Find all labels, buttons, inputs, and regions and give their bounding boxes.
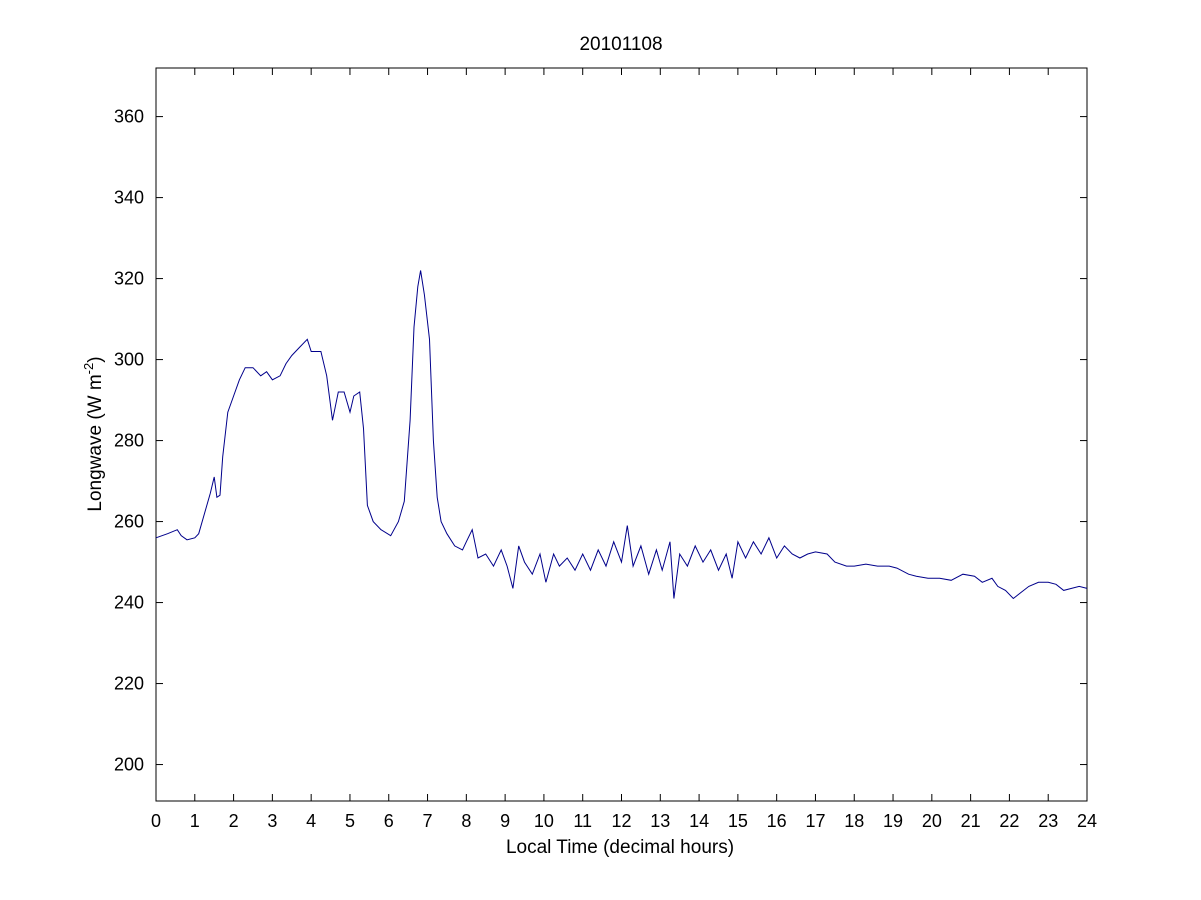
x-tick-label: 13	[650, 811, 670, 831]
y-tick-label: 240	[114, 593, 144, 613]
x-tick-label: 6	[384, 811, 394, 831]
x-tick-label: 11	[573, 811, 592, 831]
x-tick-label: 19	[883, 811, 903, 831]
y-axis-label-superscript: -2	[81, 363, 96, 375]
x-tick-label: 4	[306, 811, 316, 831]
y-tick-label: 280	[114, 431, 144, 451]
x-tick-label: 22	[999, 811, 1019, 831]
x-axis: 0 1 2 3 4 5 6 7 8 9 10 11 12 13 14 15 16 17 18 19 20 21 22 23 24	[151, 68, 1097, 831]
x-tick-label: 12	[611, 811, 631, 831]
y-tick-label: 340	[114, 188, 144, 208]
x-tick-label: 14	[689, 811, 709, 831]
x-tick-label: 10	[534, 811, 554, 831]
chart-title: 20101108	[579, 34, 662, 55]
longwave-series-line	[155, 270, 1088, 600]
x-tick-label: 1	[190, 811, 200, 831]
x-axis-label: Local Time (decimal hours)	[506, 837, 734, 858]
y-axis-label-main: Longwave (W m	[85, 374, 106, 511]
x-tick-label: 21	[961, 811, 981, 831]
y-tick-label: 360	[114, 107, 144, 127]
x-tick-label: 3	[267, 811, 277, 831]
x-tick-label: 0	[151, 811, 161, 831]
y-tick-label: 320	[114, 269, 144, 289]
y-tick-label: 300	[114, 350, 144, 370]
y-axis-label-close: )	[85, 356, 106, 362]
y-tick-label: 260	[114, 512, 144, 532]
x-tick-label: 17	[805, 811, 825, 831]
plot-area	[155, 67, 1088, 802]
x-tick-label: 7	[423, 811, 433, 831]
y-axis: 200 220 240 260 280 300 320 340 360	[114, 107, 1087, 775]
x-tick-label: 20	[922, 811, 942, 831]
y-tick-label: 220	[114, 674, 144, 694]
x-tick-label: 2	[229, 811, 239, 831]
x-tick-label: 15	[728, 811, 748, 831]
x-tick-label: 8	[461, 811, 471, 831]
x-tick-label: 23	[1038, 811, 1058, 831]
x-tick-label: 24	[1077, 811, 1097, 831]
x-tick-label: 5	[345, 811, 355, 831]
x-tick-label: 18	[844, 811, 864, 831]
y-tick-label: 200	[114, 755, 144, 775]
x-tick-label: 9	[500, 811, 510, 831]
x-tick-label: 16	[767, 811, 787, 831]
y-axis-label: Longwave (W m-2)	[81, 356, 106, 511]
